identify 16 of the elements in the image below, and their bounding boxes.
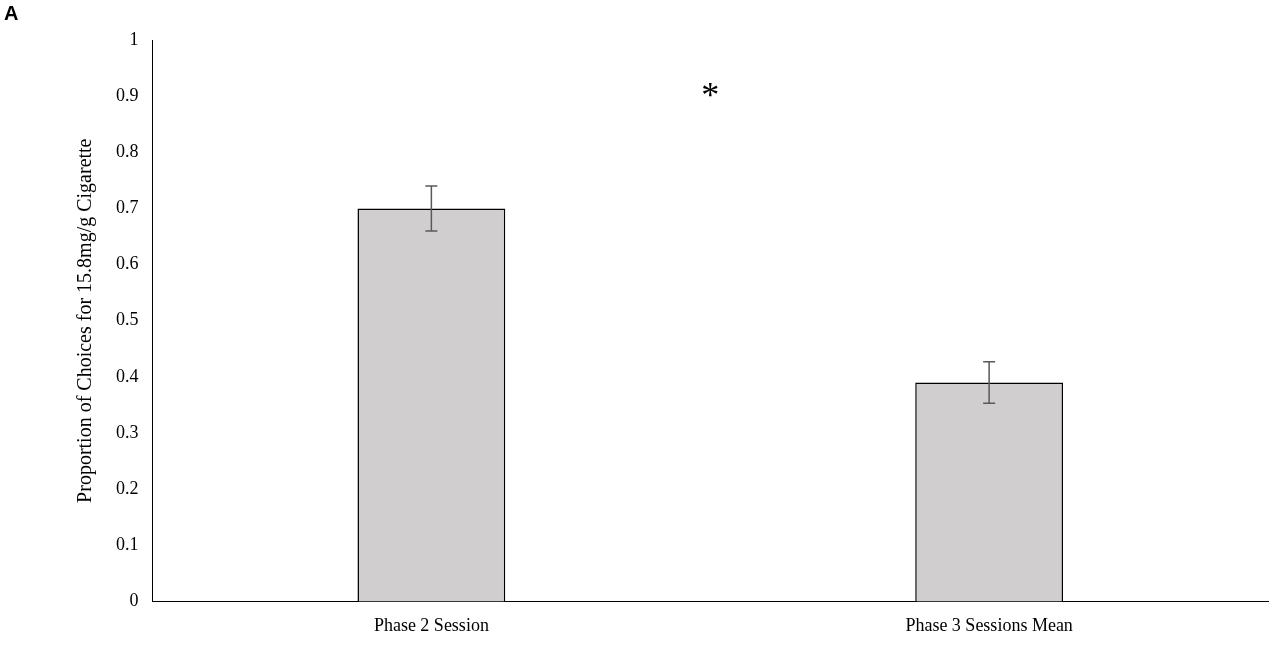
y-tick-label: 0.2 <box>116 477 139 498</box>
annotation: * <box>701 74 720 115</box>
x-tick-label: Phase 2 Session <box>373 614 489 635</box>
y-tick-label: 1 <box>129 28 139 49</box>
y-tick-label: 0.8 <box>116 141 139 162</box>
y-tick-label: 0.6 <box>116 253 139 274</box>
y-tick-label: 0.4 <box>116 365 139 386</box>
text: A <box>4 1 19 24</box>
y-tick-label: 0.7 <box>116 197 139 218</box>
y-tick-label: 0.1 <box>116 533 139 554</box>
y-tick-label: 0.5 <box>116 309 139 330</box>
y-tick-label: 0.9 <box>116 84 139 105</box>
y-axis-title: Proportion of Choices for 15.8mg/g Cigarette <box>73 138 97 503</box>
y-tick-label: 0.3 <box>116 421 139 442</box>
x-tick-label: Phase 3 Sessions Mean <box>905 614 1073 635</box>
y-tick-label: 0 <box>129 590 139 611</box>
